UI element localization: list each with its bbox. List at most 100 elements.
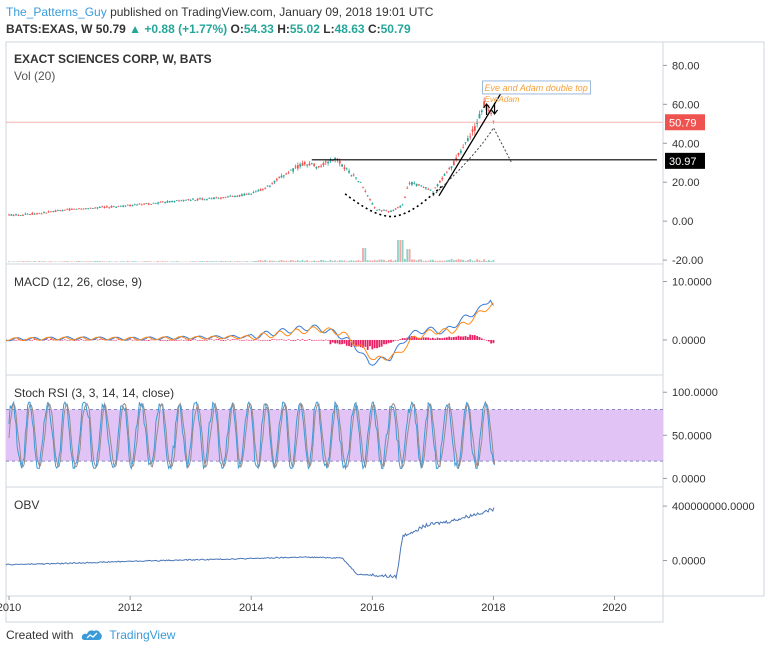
volume-bar [443, 260, 446, 263]
volume-bar [450, 258, 453, 263]
volume-bar [43, 261, 45, 263]
volume-bar [469, 259, 472, 263]
macd-histogram-bar [278, 339, 281, 341]
volume-bar [96, 260, 99, 263]
annotation-adam-label: Adam [498, 95, 520, 104]
price-chart-layer: Eve and Adam double top Eve Adam [6, 80, 663, 263]
volume-bar [126, 261, 129, 263]
volume-bar [459, 259, 462, 263]
obv-tick-label: 400000000.0000 [672, 501, 755, 513]
candle-body [54, 210, 57, 212]
macd-histogram-bar [287, 339, 290, 341]
macd-histogram-bar [231, 339, 234, 340]
candle-body [17, 214, 20, 216]
candle-body [422, 186, 425, 188]
candle-body [215, 197, 218, 199]
price-pane[interactable] [5, 41, 664, 265]
volume-bar [334, 260, 336, 263]
candle-body [471, 129, 474, 132]
volume-bar [254, 260, 257, 263]
volume-bar [418, 259, 420, 263]
volume-bar [434, 260, 437, 263]
candle-body [196, 198, 199, 201]
candle-body [492, 120, 495, 122]
candle-body [143, 203, 146, 205]
author-link[interactable]: The_Patterns_Guy [6, 5, 107, 19]
volume-bar [387, 259, 390, 263]
candle-body [359, 182, 362, 183]
cup-pattern-curve [344, 185, 443, 218]
macd-histogram-bar [390, 339, 392, 343]
time-axis[interactable] [5, 595, 664, 623]
candle-body [108, 207, 111, 209]
volume-bar [189, 261, 192, 263]
macd-tick-label: 10.0000 [672, 277, 712, 289]
candle-body [57, 210, 59, 211]
candle-body [404, 197, 406, 198]
volume-bar [257, 260, 260, 263]
volume-bar [487, 259, 490, 263]
candle-body [236, 196, 239, 198]
candle-body [350, 175, 353, 177]
macd-histogram-bar [245, 339, 248, 341]
obv-line [5, 507, 495, 580]
volume-bar [264, 259, 267, 263]
candle-body [455, 157, 458, 160]
volume-bar [287, 261, 290, 263]
candle-body [122, 205, 125, 207]
macd-histogram-bar [201, 339, 204, 341]
volume-bar [161, 261, 164, 263]
macd-histogram-bar [310, 339, 313, 341]
candle-body [469, 136, 472, 138]
price-axis[interactable] [662, 41, 765, 597]
macd-pane[interactable] [5, 263, 664, 376]
annotation-title: Eve and Adam double top [485, 83, 588, 93]
volume-bar [208, 261, 211, 263]
macd-histogram-bar [224, 339, 227, 341]
volume-bar [33, 260, 36, 263]
macd-histogram-bar [147, 339, 150, 341]
tradingview-link[interactable]: TradingView [109, 628, 176, 642]
volume-bar [445, 260, 448, 263]
volume-bar [306, 260, 309, 263]
volume-bar [66, 261, 69, 263]
volume-bar [350, 260, 353, 263]
volume-bar [476, 259, 479, 263]
macd-histogram-bar [47, 339, 50, 341]
macd-line [5, 299, 494, 366]
volume-bar [29, 261, 31, 263]
volume-bar [61, 261, 64, 263]
candle-body [408, 183, 411, 184]
candle-body [22, 215, 24, 216]
volume-bar [324, 260, 327, 263]
candle-body [345, 167, 348, 169]
volume-bar [343, 260, 346, 263]
macd-histogram-bar [343, 339, 346, 344]
candle-body [280, 175, 283, 178]
candle-body [466, 138, 469, 141]
macd-histogram-bar [329, 339, 332, 345]
volume-bar [441, 260, 444, 263]
candle-body [287, 172, 290, 174]
time-tick-label: 2016 [360, 602, 384, 614]
macd-histogram-bar [159, 339, 162, 341]
volume-bar [259, 260, 262, 263]
macd-histogram-bar [101, 339, 104, 341]
candle-body [131, 205, 134, 207]
macd-histogram-bar [152, 339, 155, 341]
candle-body [52, 211, 55, 212]
volume-bar [175, 261, 178, 263]
obv-pane[interactable] [5, 486, 664, 597]
macd-histogram-bar [252, 339, 255, 341]
candle-body [145, 203, 148, 204]
volume-bar [199, 261, 201, 263]
volume-bar [220, 260, 222, 263]
volume-bar [289, 260, 292, 263]
volume-bar [452, 260, 455, 263]
macd-histogram-bar [178, 339, 180, 341]
volume-bar [91, 261, 94, 263]
volume-bar [317, 260, 320, 263]
volume-bar [483, 259, 486, 263]
candle-body [366, 195, 369, 197]
